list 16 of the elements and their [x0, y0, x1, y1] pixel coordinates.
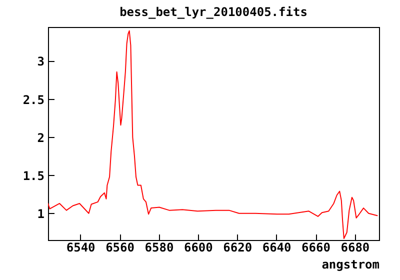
chart-title: bess_bet_lyr_20100405.fits — [120, 5, 308, 19]
y-tick-label: 2.5 — [22, 92, 44, 107]
x-tick-label: 6620 — [223, 240, 252, 254]
x-tick-label: 6540 — [66, 240, 96, 254]
x-tick-label: 6560 — [106, 240, 134, 254]
x-tick-label: 6600 — [184, 240, 213, 254]
y-tick-label: 3 — [37, 54, 44, 69]
y-tick-label: 1 — [37, 206, 44, 221]
x-tick-label: 6640 — [262, 240, 292, 254]
x-tick-label: 6660 — [302, 240, 330, 254]
x-tick-label: 6580 — [144, 240, 174, 254]
y-tick-label: 1.5 — [22, 168, 44, 183]
x-tick-label: 6680 — [340, 240, 370, 254]
line-series — [48, 30, 378, 239]
x-axis-title: angstrom — [322, 258, 380, 272]
y-tick-label: 2 — [37, 130, 44, 145]
